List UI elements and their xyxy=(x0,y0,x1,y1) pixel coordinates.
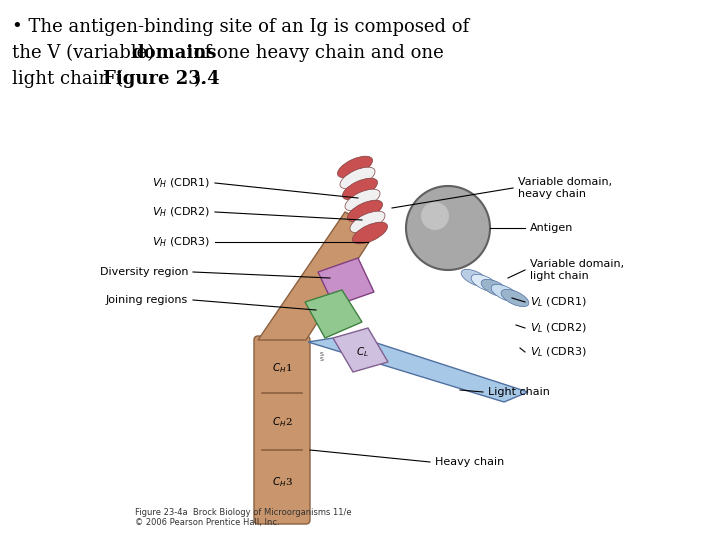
Text: $V_H$ (CDR3): $V_H$ (CDR3) xyxy=(152,235,210,249)
Ellipse shape xyxy=(353,222,387,244)
Text: of one heavy chain and one: of one heavy chain and one xyxy=(189,44,444,62)
Ellipse shape xyxy=(471,274,499,292)
Text: ).: ). xyxy=(193,70,206,88)
Text: the V (variable): the V (variable) xyxy=(12,44,160,62)
Text: $V_L$ (CDR1): $V_L$ (CDR1) xyxy=(530,295,587,309)
Polygon shape xyxy=(318,258,374,306)
Text: $V_H$ (CDR2): $V_H$ (CDR2) xyxy=(152,205,210,219)
Text: • The antigen-binding site of an Ig is composed of: • The antigen-binding site of an Ig is c… xyxy=(12,18,469,36)
Text: $V_L$ (CDR3): $V_L$ (CDR3) xyxy=(530,345,587,359)
Ellipse shape xyxy=(348,200,382,222)
Text: light chain (: light chain ( xyxy=(12,70,123,88)
Text: Figure 23-4a  Brock Biology of Microorganisms 11/e
© 2006 Pearson Prentice Hall,: Figure 23-4a Brock Biology of Microorgan… xyxy=(135,508,351,527)
Ellipse shape xyxy=(338,156,372,178)
Text: $V_H$ (CDR1): $V_H$ (CDR1) xyxy=(152,176,210,190)
Ellipse shape xyxy=(481,279,509,296)
Text: S
S: S S xyxy=(320,352,324,362)
Ellipse shape xyxy=(461,269,489,287)
Text: Light chain: Light chain xyxy=(488,387,550,397)
Text: domains: domains xyxy=(131,44,217,62)
Text: Antigen: Antigen xyxy=(530,223,573,233)
Text: Figure 23.4: Figure 23.4 xyxy=(103,70,220,88)
Text: Heavy chain: Heavy chain xyxy=(435,457,504,467)
Text: Joining regions: Joining regions xyxy=(106,295,188,305)
Circle shape xyxy=(406,186,490,270)
Text: Variable domain,
heavy chain: Variable domain, heavy chain xyxy=(518,177,612,199)
Polygon shape xyxy=(333,328,388,372)
Ellipse shape xyxy=(345,189,380,211)
Text: $C_H$1: $C_H$1 xyxy=(272,361,292,375)
Text: $C_H$3: $C_H$3 xyxy=(271,475,292,489)
Ellipse shape xyxy=(340,167,375,189)
FancyBboxPatch shape xyxy=(254,336,310,524)
Text: Variable domain,
light chain: Variable domain, light chain xyxy=(530,259,624,281)
Text: $V_L$ (CDR2): $V_L$ (CDR2) xyxy=(530,321,587,335)
Text: $C_H$2: $C_H$2 xyxy=(271,415,292,429)
Ellipse shape xyxy=(501,289,529,307)
Ellipse shape xyxy=(343,178,377,200)
Text: Diversity region: Diversity region xyxy=(99,267,188,277)
Ellipse shape xyxy=(491,285,519,302)
Circle shape xyxy=(421,202,449,230)
Polygon shape xyxy=(308,335,528,402)
Text: $C_L$: $C_L$ xyxy=(356,345,369,359)
Ellipse shape xyxy=(350,211,385,233)
Polygon shape xyxy=(258,212,378,340)
Polygon shape xyxy=(305,290,362,338)
